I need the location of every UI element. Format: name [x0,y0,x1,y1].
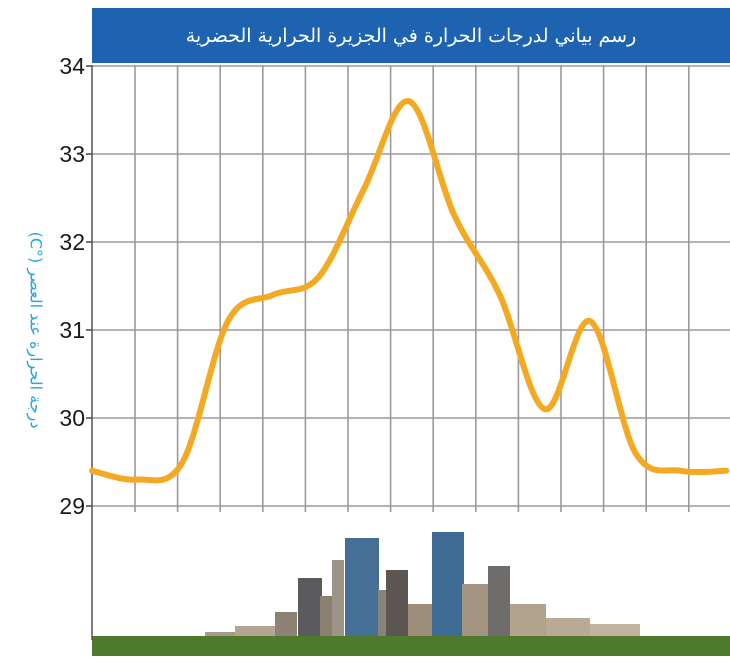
y-axis: 29 30 31 32 33 34 [59,53,93,640]
building [432,532,464,636]
ground [92,636,730,656]
building [462,584,490,636]
building [320,596,334,636]
grid [92,65,730,512]
building [488,566,510,636]
building [345,538,379,636]
building [546,618,590,636]
y-tick-label: 31 [59,317,85,343]
chart-title: رسم بياني لدرجات الحرارة في الجزيرة الحر… [185,24,637,47]
series-line [89,98,730,484]
y-tick-label: 32 [59,229,85,255]
plot-background [92,63,730,656]
y-tick-label: 34 [59,53,85,79]
y-tick-label: 29 [59,493,85,519]
city-skyline-illustration [92,532,730,656]
building [275,612,297,642]
building [590,624,640,636]
y-tick-label: 30 [59,405,85,431]
building [408,604,432,636]
y-axis-label: درجة الحرارة عند العصر (°C) [26,231,46,429]
building [332,560,344,636]
building [298,578,322,636]
title-bar [92,8,730,63]
building [510,604,546,636]
y-tick-label: 33 [59,141,85,167]
building [386,570,408,636]
